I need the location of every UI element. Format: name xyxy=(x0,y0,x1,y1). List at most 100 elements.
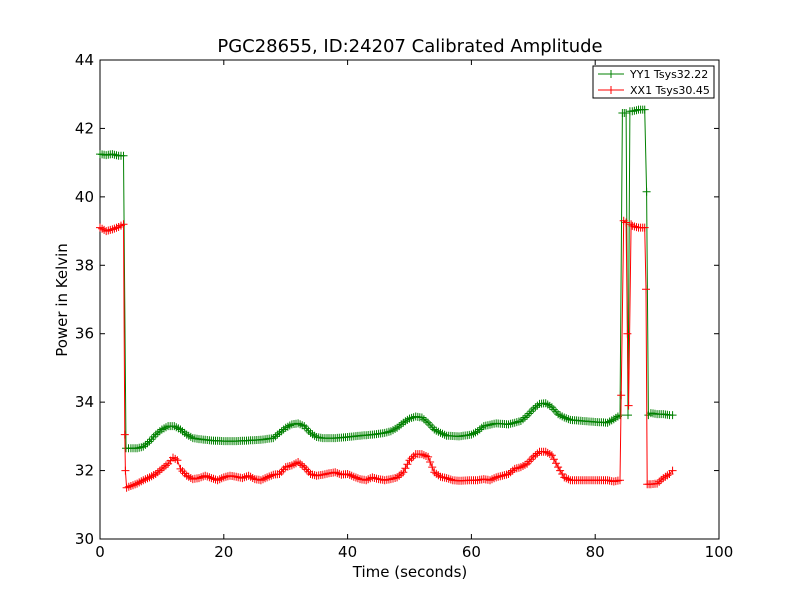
data-point xyxy=(287,461,296,470)
data-point xyxy=(488,475,496,484)
data-point xyxy=(502,470,511,479)
data-point xyxy=(273,430,282,439)
data-point xyxy=(389,426,397,435)
data-point xyxy=(434,427,443,436)
data-point xyxy=(306,470,315,478)
data-point xyxy=(531,403,540,412)
data-point xyxy=(173,456,182,465)
data-point xyxy=(157,425,166,434)
series-0 xyxy=(96,105,677,453)
data-point xyxy=(151,470,160,478)
data-point xyxy=(436,428,445,437)
x-tick-label: 100 xyxy=(705,543,734,561)
data-point xyxy=(364,475,373,484)
data-point xyxy=(434,471,443,480)
data-point xyxy=(529,405,538,413)
y-tick-label: 30 xyxy=(75,530,94,548)
data-point xyxy=(391,424,400,433)
data-point xyxy=(145,473,154,482)
data-point xyxy=(294,419,303,428)
data-point xyxy=(519,415,527,424)
data-point xyxy=(269,434,278,443)
data-point xyxy=(617,391,626,400)
data-point xyxy=(422,417,430,425)
data-point xyxy=(419,451,428,460)
data-point xyxy=(170,422,179,431)
data-point xyxy=(294,458,303,466)
data-point xyxy=(197,473,206,482)
data-point xyxy=(616,411,624,420)
data-point xyxy=(668,466,677,475)
data-point xyxy=(172,423,181,432)
data-point xyxy=(564,415,573,424)
data-point xyxy=(417,450,426,459)
data-point xyxy=(547,451,556,460)
data-point xyxy=(506,468,515,477)
data-point xyxy=(444,474,453,483)
data-point xyxy=(308,430,317,439)
data-point xyxy=(403,415,412,424)
data-point xyxy=(529,452,538,461)
data-point xyxy=(496,472,505,481)
data-point xyxy=(399,468,408,477)
plot-area: 0 20 40 60 80 100 30 32 34 36 38 40 42 44 xyxy=(75,51,733,561)
legend-label-yy1: YY1 Tsys32.22 xyxy=(629,68,708,81)
data-point xyxy=(504,470,513,478)
data-point xyxy=(389,474,397,483)
data-point xyxy=(498,471,507,480)
data-point xyxy=(508,466,517,475)
data-point xyxy=(217,474,226,483)
data-point xyxy=(419,415,428,424)
data-point xyxy=(659,474,668,483)
data-point xyxy=(558,470,567,478)
data-point xyxy=(628,221,637,230)
legend-box xyxy=(592,65,715,99)
data-point xyxy=(632,106,641,115)
data-point xyxy=(417,413,426,422)
data-point xyxy=(477,423,486,432)
data-point xyxy=(298,421,307,430)
data-point xyxy=(244,471,253,480)
data-point xyxy=(180,428,189,437)
data-point xyxy=(554,463,563,472)
data-point xyxy=(129,481,137,490)
data-point xyxy=(351,473,360,482)
data-point xyxy=(205,473,214,482)
data-point xyxy=(370,474,379,482)
data-point xyxy=(124,482,133,491)
data-point xyxy=(137,443,146,452)
data-point xyxy=(151,430,160,439)
data-point xyxy=(174,424,183,433)
data-point xyxy=(353,474,362,483)
data-point xyxy=(556,466,565,475)
data-point xyxy=(467,430,476,439)
data-point xyxy=(473,427,482,436)
data-point xyxy=(195,474,203,483)
data-point xyxy=(296,459,305,468)
data-point xyxy=(184,431,193,440)
data-point xyxy=(490,474,499,483)
data-point xyxy=(135,478,144,487)
data-point xyxy=(533,449,542,458)
data-point xyxy=(560,413,569,422)
data-point xyxy=(139,442,148,451)
legend-marker-yy1 xyxy=(607,70,615,78)
data-point xyxy=(562,474,571,483)
data-point xyxy=(184,472,193,481)
data-point xyxy=(663,471,672,480)
data-point xyxy=(521,413,529,422)
data-point xyxy=(407,413,416,422)
data-point xyxy=(382,428,391,437)
data-point xyxy=(605,417,614,426)
data-point xyxy=(108,225,117,234)
data-point xyxy=(343,470,352,478)
data-point xyxy=(516,463,525,472)
y-axis-label: Power in Kelvin xyxy=(53,243,71,357)
data-point xyxy=(655,477,664,486)
data-point xyxy=(120,430,129,439)
data-point xyxy=(531,451,540,460)
data-point xyxy=(657,475,666,484)
data-point xyxy=(409,452,418,461)
data-point xyxy=(560,473,569,482)
series-layer xyxy=(96,105,677,492)
